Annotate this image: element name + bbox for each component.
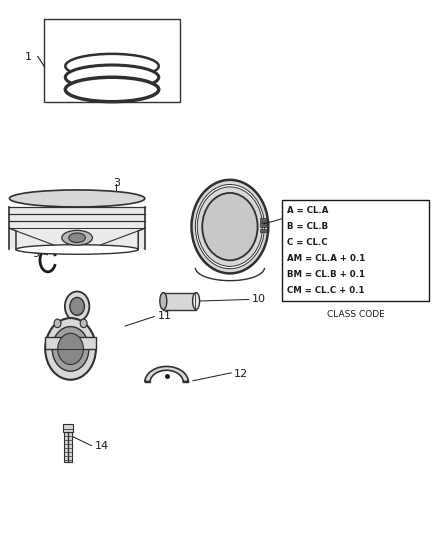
Ellipse shape xyxy=(160,293,167,310)
Ellipse shape xyxy=(193,293,200,310)
Bar xyxy=(45,337,96,349)
Polygon shape xyxy=(61,321,85,328)
Text: 10: 10 xyxy=(252,294,266,304)
Bar xyxy=(64,432,72,462)
Circle shape xyxy=(70,297,85,316)
Text: AM = CL.A + 0.1: AM = CL.A + 0.1 xyxy=(287,254,365,263)
Text: 3: 3 xyxy=(113,177,120,188)
Circle shape xyxy=(65,292,89,321)
Text: 9: 9 xyxy=(32,249,39,259)
Bar xyxy=(260,229,265,232)
Text: BM = CL.B + 0.1: BM = CL.B + 0.1 xyxy=(287,270,365,279)
Ellipse shape xyxy=(65,65,159,90)
Ellipse shape xyxy=(65,54,159,78)
Circle shape xyxy=(45,318,96,379)
Circle shape xyxy=(195,184,265,269)
Circle shape xyxy=(58,333,83,365)
Circle shape xyxy=(54,319,61,328)
Ellipse shape xyxy=(10,190,145,207)
Bar xyxy=(260,218,265,222)
Ellipse shape xyxy=(65,77,159,102)
Circle shape xyxy=(202,193,258,260)
Ellipse shape xyxy=(16,245,138,254)
Text: CM = CL.C + 0.1: CM = CL.C + 0.1 xyxy=(287,286,364,295)
Text: 14: 14 xyxy=(95,441,109,451)
Polygon shape xyxy=(10,207,145,249)
Ellipse shape xyxy=(69,233,85,243)
Text: B = CL.B: B = CL.B xyxy=(287,222,328,231)
Text: 1: 1 xyxy=(25,52,32,61)
Text: 11: 11 xyxy=(158,311,172,321)
Text: C = CL.C: C = CL.C xyxy=(287,238,327,247)
Text: A = CL.A: A = CL.A xyxy=(287,206,328,215)
Text: 12: 12 xyxy=(234,369,248,379)
Ellipse shape xyxy=(62,230,92,245)
Bar xyxy=(283,200,428,301)
Circle shape xyxy=(191,180,268,273)
Circle shape xyxy=(80,319,87,328)
Circle shape xyxy=(197,187,262,266)
Polygon shape xyxy=(145,367,188,382)
Bar xyxy=(63,424,74,432)
Text: CLASS CODE: CLASS CODE xyxy=(327,310,384,319)
Bar xyxy=(44,19,180,102)
Bar xyxy=(260,223,265,227)
Circle shape xyxy=(52,327,89,371)
Bar xyxy=(163,293,196,310)
